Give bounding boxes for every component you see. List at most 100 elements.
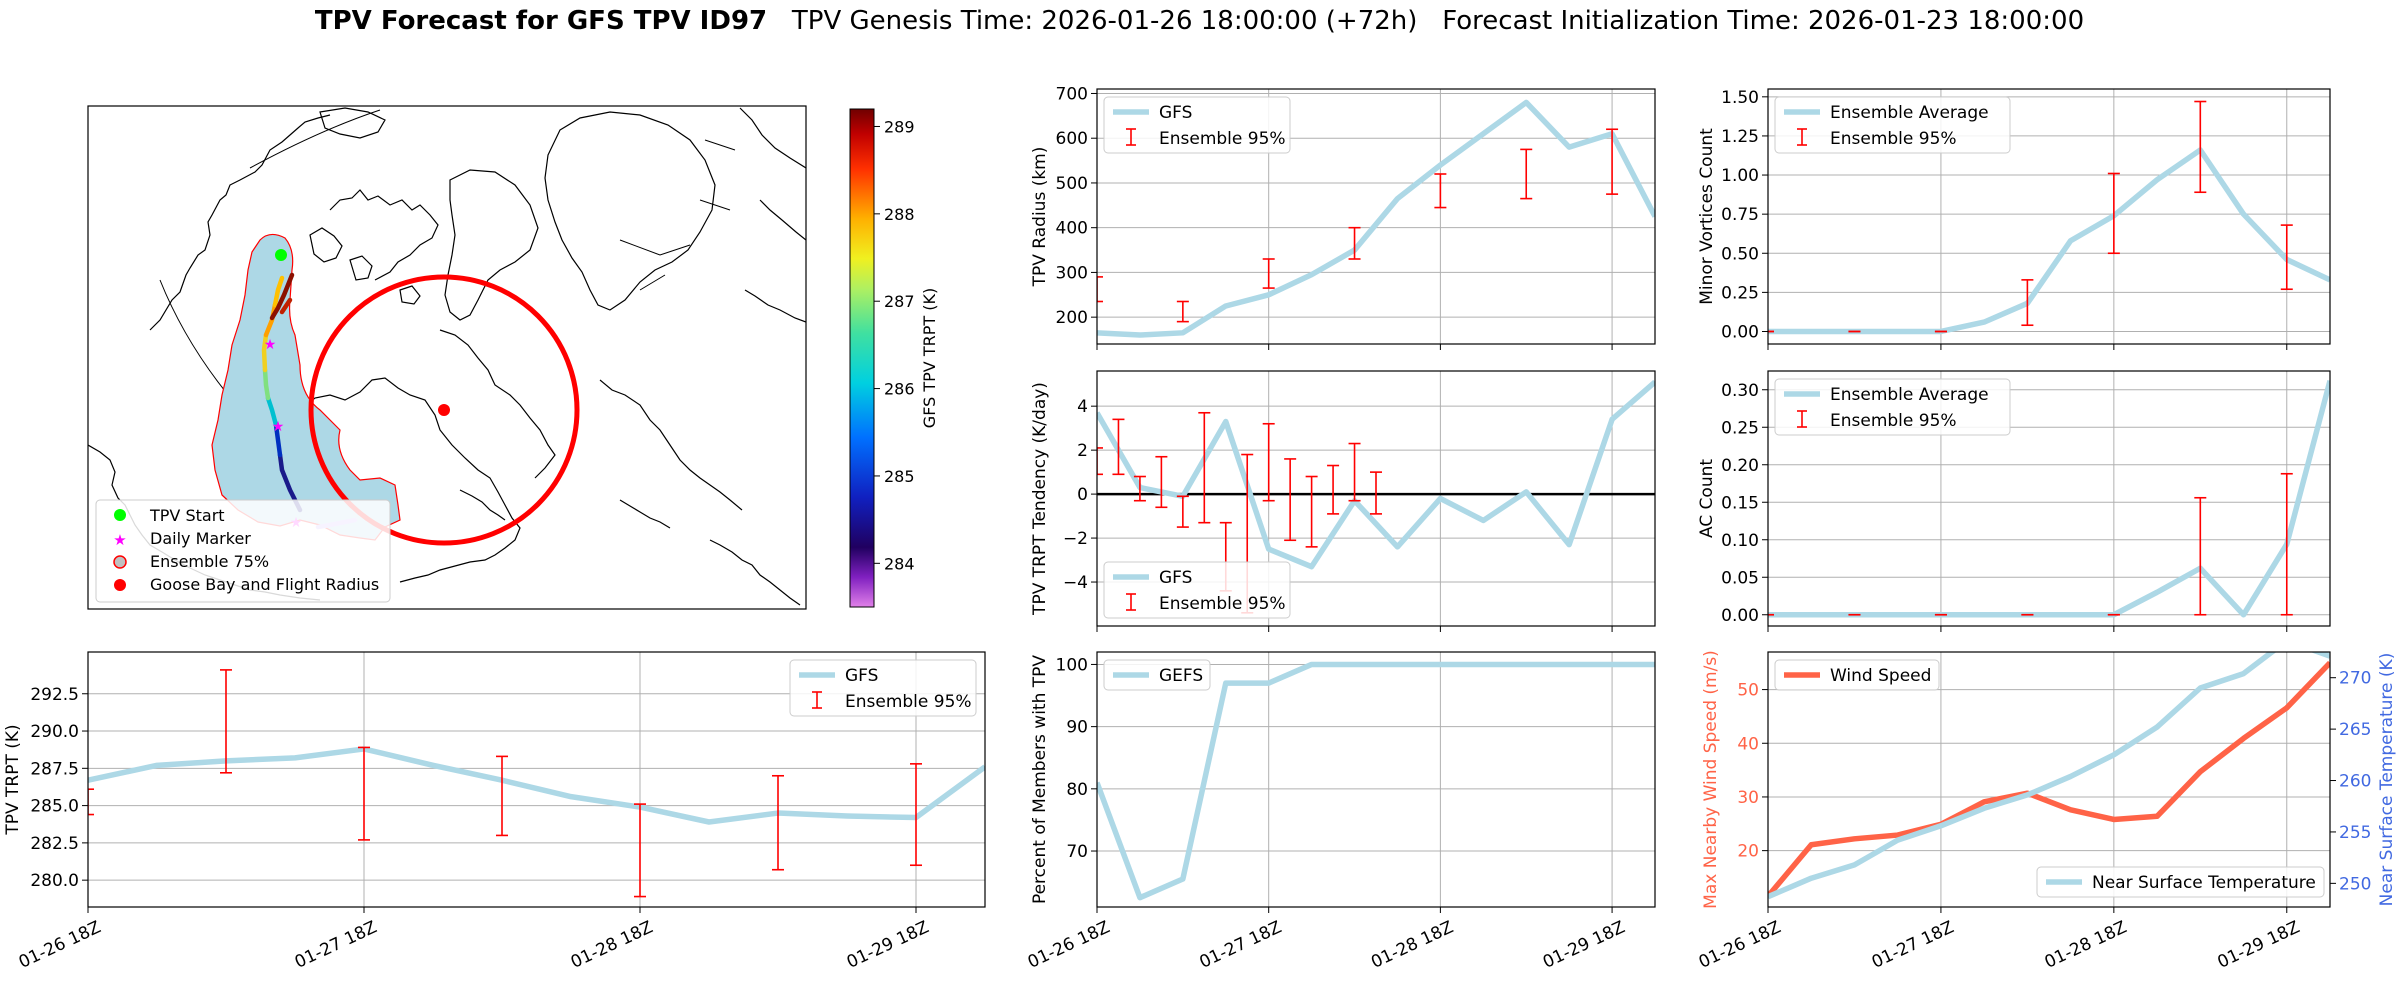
legend-minor: Ensemble Average Ensemble 95% <box>1774 96 2011 154</box>
legend-members: GEFS <box>1103 659 1211 691</box>
figure-title: TPV Forecast for GFS TPV ID97 TPV Genesi… <box>0 6 2399 36</box>
y-tick-label: 0 <box>1077 485 1088 505</box>
y-tick-label: 282.5 <box>30 834 79 854</box>
x-tick-label: 01-26 18Z <box>1696 917 1784 972</box>
errorbar <box>358 746 370 841</box>
y-tick-label: 30 <box>1737 788 1759 808</box>
y-tick-label: 0.05 <box>1721 568 1759 588</box>
legend-ensemble-75: Ensemble 75% <box>150 552 269 571</box>
errorbar <box>1434 173 1447 209</box>
legend-box <box>1103 561 1291 619</box>
series-line-gfs <box>88 746 985 825</box>
y-tick-label: 0.25 <box>1721 283 1759 303</box>
errorbar <box>634 803 646 898</box>
y-tick-label: −2 <box>1063 529 1088 549</box>
y-tick-label: 0.15 <box>1721 493 1759 513</box>
coastline-east <box>459 489 801 606</box>
errorbar <box>1176 495 1189 528</box>
errorbar <box>1112 418 1125 476</box>
errorbar <box>1097 447 1103 476</box>
x-tick-label: 01-27 18Z <box>292 917 380 972</box>
y-tick-label: 1.50 <box>1721 88 1759 108</box>
y-axis-label: Max Nearby Wind Speed (m/s) <box>1701 650 1721 909</box>
legend-radius: GFS Ensemble 95% <box>1103 96 1291 154</box>
errorbar <box>2194 496 2207 616</box>
y-tick-label: 700 <box>1056 84 1088 104</box>
series-line-wind-speed <box>1768 660 2330 899</box>
coastline-hudson <box>299 377 521 583</box>
y2-axis-label: Near Surface Temperature (K) <box>2377 653 2397 907</box>
legend-label: Ensemble Average <box>1830 385 1989 405</box>
panel-ac: 0.00 0.05 0.10 0.15 0.20 0.25 0.30 AC Count Ense… <box>1697 370 2331 632</box>
errorbar <box>1262 422 1275 502</box>
legend-goose-bay: Goose Bay and Flight Radius <box>150 575 379 594</box>
colorbar-tick-label: 288 <box>884 205 915 224</box>
coastline-europe <box>739 107 806 323</box>
map-frame <box>87 105 807 610</box>
y-tick-label: 200 <box>1056 308 1088 328</box>
errorbar <box>1284 458 1297 542</box>
legend-box <box>1103 659 1211 691</box>
colorbar-tick-label: 285 <box>884 467 915 486</box>
errorbar <box>1520 148 1533 200</box>
errorbar <box>1133 475 1146 502</box>
y-tick-label: 0.30 <box>1721 381 1759 401</box>
y-tick-label: 40 <box>1737 734 1759 754</box>
genesis-time: TPV Genesis Time: 2026-01-26 18:00:00 (+… <box>791 6 1418 36</box>
series-line-ensemble-average <box>1768 380 2330 618</box>
errorbar <box>1370 471 1382 515</box>
legend-label-temp: Near Surface Temperature <box>2092 873 2316 893</box>
series-line-near-surface-temperature <box>1768 652 2330 900</box>
legend-label: GFS <box>1159 568 1192 588</box>
axes-frame <box>1096 88 1656 345</box>
plot-area-members <box>1097 661 1655 901</box>
legend-trpt: GFS Ensemble 95% <box>789 659 977 717</box>
legend-box <box>1774 96 2011 154</box>
figure-title-bold: TPV Forecast for GFS TPV ID97 <box>314 6 768 36</box>
legend-label: GFS <box>1159 103 1192 123</box>
x-tick-label: 01-27 18Z <box>1869 917 1957 972</box>
colorbar-tick-label: 284 <box>884 554 915 573</box>
y-tick-label: 1.00 <box>1721 166 1759 186</box>
init-time: Forecast Initialization Time: 2026-01-23… <box>1442 6 2085 36</box>
legend-near-surface-temperature: Near Surface Temperature <box>2036 866 2325 898</box>
y-tick-label: 0.50 <box>1721 244 1759 264</box>
map-legend-box <box>95 499 391 603</box>
axes-frame <box>1767 651 2331 908</box>
axes-frame <box>1767 88 2331 345</box>
y-tick-label: 287.5 <box>30 759 79 779</box>
plot-area-radius <box>1097 99 1655 338</box>
legend-label: Ensemble 95% <box>1159 129 1286 149</box>
y-tick-label: −4 <box>1063 573 1088 593</box>
colorbar-tick-label: 286 <box>884 380 915 399</box>
errorbar <box>2107 172 2120 255</box>
y-axis-label: Minor Vortices Count <box>1697 128 1717 305</box>
plot-area-ac <box>1768 380 2330 618</box>
legend-ensemble-icon <box>113 555 127 569</box>
y-tick-label: 4 <box>1077 397 1088 417</box>
errorbar <box>1606 128 1619 195</box>
y-tick-label: 0.25 <box>1721 418 1759 438</box>
y2-tick-label: 255 <box>2339 823 2371 843</box>
legend-box <box>1774 659 1940 691</box>
errorbar <box>2021 279 2034 327</box>
y-axis-label: TPV TRPT Tendency (K/day) <box>1030 382 1050 616</box>
plot-area-wind <box>1768 652 2330 900</box>
tpv-start-marker <box>275 249 287 261</box>
y-tick-label: 0.00 <box>1721 322 1759 342</box>
y-tick-label: 0.20 <box>1721 456 1759 476</box>
errorbar <box>2194 100 2207 194</box>
goose-bay-marker <box>438 404 450 416</box>
coastline-islands <box>309 189 439 305</box>
panel-radius: 200 300 400 500 600 700 TPV Radius (km) GFS Ense… <box>1030 84 1656 350</box>
y-tick-label: 285.0 <box>30 797 79 817</box>
errorbar <box>88 788 94 816</box>
coastline-greenland <box>544 111 716 311</box>
errorbar <box>772 774 784 871</box>
series-line-gfs <box>1097 379 1655 570</box>
errorbar <box>1097 276 1103 303</box>
errorbar <box>220 669 232 774</box>
x-tick-label: 01-28 18Z <box>2042 917 2130 972</box>
